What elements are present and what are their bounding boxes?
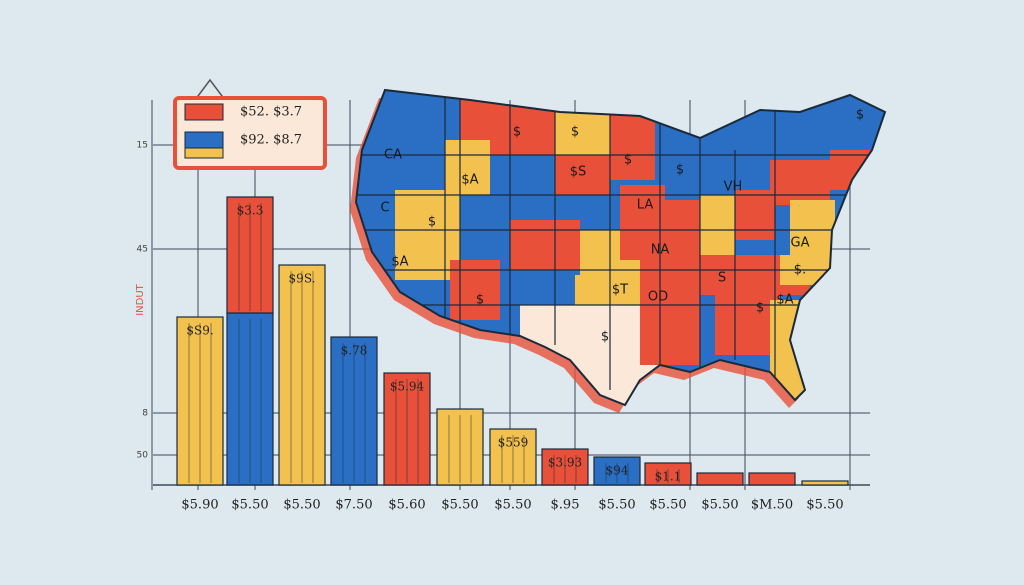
map-label: $ <box>756 301 764 316</box>
bar-annotation: $3.3 <box>237 204 264 218</box>
x-tick-label: $5.50 <box>283 498 320 513</box>
map-label: $ <box>856 108 864 123</box>
legend-label: $92. $8.7 <box>240 133 302 148</box>
legend-label: $52. $3.7 <box>240 105 302 120</box>
y-tick-label: 8 <box>142 409 148 419</box>
bar-annotation: $3.93 <box>548 456 582 470</box>
x-tick-label: $.95 <box>551 498 580 513</box>
bar-annotation: $559 <box>498 436 529 450</box>
map-label: $ <box>571 125 579 140</box>
map-label: $ <box>676 163 684 178</box>
legend: $52. $3.7 $92. $8.7 <box>173 78 327 170</box>
map-label: GA <box>791 236 810 251</box>
bar <box>801 480 849 486</box>
x-tick-label: $7.50 <box>335 498 372 513</box>
map-label: $ <box>601 330 609 345</box>
legend-swatch <box>184 103 224 121</box>
map-label: $ <box>513 125 521 140</box>
y-tick-label: 15 <box>137 141 148 151</box>
map-label: NA <box>651 243 670 258</box>
map-label: $ <box>624 153 632 168</box>
map-label: LA <box>637 198 654 213</box>
map-label: CA <box>384 148 402 163</box>
x-tick-label: $5.90 <box>181 498 218 513</box>
map-label: $A <box>391 255 408 270</box>
bar-annotation: $9S. <box>289 272 316 286</box>
map-label: $ <box>476 293 484 308</box>
x-tick-label: $5.60 <box>388 498 425 513</box>
y-tick-label: 50 <box>137 451 149 461</box>
map-label: $S <box>570 165 587 180</box>
map-label: $A <box>461 173 478 188</box>
map-label: C <box>380 201 389 216</box>
x-tick-label: $5.50 <box>806 498 843 513</box>
map-label: VH <box>724 180 743 195</box>
map-label: S <box>718 271 726 286</box>
x-tick-label: $5.50 <box>441 498 478 513</box>
map-label: $. <box>794 263 806 278</box>
map-label: $T <box>612 283 628 298</box>
bar <box>748 472 796 486</box>
x-tick-label: $5.50 <box>598 498 635 513</box>
map-label: $A <box>776 293 793 308</box>
bar-annotation: $.78 <box>341 344 368 358</box>
y-tick-label: 45 <box>137 245 148 255</box>
y-axis-label: INDUT <box>135 283 146 315</box>
x-tick-label: $5.50 <box>494 498 531 513</box>
map <box>350 88 887 413</box>
bar-annotation: $1.1 <box>655 470 682 484</box>
x-tick-label: $5.50 <box>701 498 738 513</box>
x-tick-label: $5.50 <box>231 498 268 513</box>
x-tick-label: $M.50 <box>751 498 793 513</box>
legend-swatch <box>184 147 224 159</box>
bar-annotation: $S9. <box>186 324 213 338</box>
bar-annotation: $94 <box>606 464 629 478</box>
x-tick-label: $5.50 <box>649 498 686 513</box>
bar-annotation: $5.94 <box>390 380 425 394</box>
bar <box>696 472 744 486</box>
map-label: OD <box>648 290 668 305</box>
map-label: $ <box>428 215 436 230</box>
legend-swatch <box>184 131 224 149</box>
